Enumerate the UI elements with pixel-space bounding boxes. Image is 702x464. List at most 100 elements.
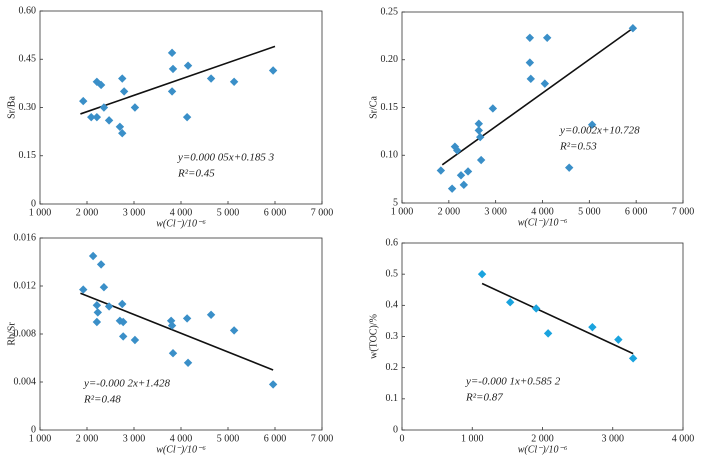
point (526, 74, 535, 84)
point (104, 116, 114, 125)
point (119, 87, 129, 96)
y-tick-label: 0.012 (14, 280, 37, 291)
point (167, 321, 177, 330)
point (92, 317, 102, 327)
annotation: R²=0.87 (465, 392, 503, 404)
point (115, 122, 125, 131)
point (268, 66, 278, 75)
point (463, 167, 473, 176)
point (628, 354, 638, 363)
point (456, 171, 466, 180)
annotation: y=-0.000 1x+0.585 2 (465, 376, 561, 388)
point (168, 349, 178, 358)
point (453, 146, 462, 155)
point (167, 48, 177, 58)
y-tick-label: 0.008 (14, 328, 37, 339)
point (628, 24, 638, 33)
x-axis-label: w(Cl⁻)/10⁻⁶ (518, 217, 568, 228)
point (531, 304, 541, 313)
annotation: y=-0.000 2x+1.428 (83, 378, 171, 390)
x-axis-label: w(Cl⁻)/10⁻⁶ (156, 444, 206, 455)
point (183, 358, 193, 367)
point (525, 58, 535, 67)
y-tick-label: 0.4 (386, 300, 399, 311)
point (118, 129, 127, 138)
y-axis-label: w(TOC)/% (368, 314, 379, 359)
x-tick-label: 4 000 (170, 433, 193, 444)
plot-frame (401, 11, 684, 204)
annotation: y=0.002x+10.728 (559, 125, 640, 137)
x-tick-label: 1 000 (29, 207, 52, 218)
point (474, 119, 484, 128)
point (118, 317, 128, 327)
point (476, 132, 485, 142)
y-tick-label: 0 (31, 424, 36, 435)
point (542, 33, 552, 42)
point (118, 74, 127, 83)
x-tick-label: 6 000 (264, 207, 287, 218)
y-tick-label: 0.6 (386, 237, 399, 248)
y-axis-label: Rb/Sr (6, 322, 17, 346)
point (229, 326, 239, 335)
y-tick-label: 0.2 (386, 362, 399, 373)
y-tick-label: 0.30 (19, 102, 37, 113)
y-axis-label: Sr/Ca (368, 96, 379, 119)
x-tick-label: 4 000 (672, 433, 695, 444)
y-tick-label: 0 (393, 424, 398, 435)
x-tick-label: 1 000 (29, 433, 52, 444)
x-tick-label: 1 000 (391, 206, 414, 217)
point (96, 260, 106, 269)
point (104, 302, 114, 311)
point (118, 332, 128, 341)
point (587, 120, 597, 129)
point (488, 104, 498, 113)
trend-line (441, 27, 634, 166)
point (88, 251, 98, 261)
point (130, 103, 140, 112)
plot-frame (401, 242, 684, 431)
point (182, 314, 192, 323)
point (450, 142, 460, 151)
point (505, 298, 515, 307)
x-tick-label: 7 000 (311, 433, 334, 444)
point (87, 112, 96, 122)
x-tick-label: 5 000 (217, 207, 240, 218)
y-tick-label: 0.3 (386, 331, 399, 342)
point (92, 301, 102, 310)
point (96, 80, 106, 90)
trend-line (481, 282, 634, 355)
y-tick-label: 0.016 (14, 232, 37, 243)
x-tick-label: 3 000 (484, 206, 507, 217)
point (447, 184, 457, 193)
y-tick-label: 0.20 (381, 54, 399, 65)
x-tick-label: 4 000 (531, 206, 554, 217)
x-tick-label: 3 000 (123, 433, 146, 444)
point (229, 77, 239, 86)
x-tick-label: 2 000 (531, 433, 554, 444)
point (564, 163, 574, 172)
y-tick-label: 0.60 (19, 5, 37, 16)
x-tick-label: 3 000 (123, 207, 146, 218)
y-tick-label: 0.1 (386, 393, 399, 404)
point (118, 299, 127, 309)
point (183, 61, 193, 70)
x-tick-label: 7 000 (311, 207, 334, 218)
point (206, 310, 216, 319)
annotation: R²=0.48 (83, 394, 121, 406)
trend-line (80, 45, 276, 115)
x-tick-label: 5 000 (578, 206, 601, 217)
y-tick-label: 0.15 (19, 150, 37, 161)
point (476, 155, 486, 165)
point (79, 285, 88, 294)
point (477, 269, 487, 279)
y-tick-label: 0.45 (19, 54, 37, 65)
x-tick-label: 2 000 (76, 433, 99, 444)
x-tick-label: 0 (400, 433, 405, 444)
point (614, 335, 623, 344)
point (268, 380, 278, 389)
y-tick-label: 0.15 (381, 102, 399, 113)
annotation: R²=0.45 (177, 168, 215, 180)
y-tick-label: 0.25 (381, 6, 399, 17)
y-tick-label: 0.10 (381, 150, 399, 161)
